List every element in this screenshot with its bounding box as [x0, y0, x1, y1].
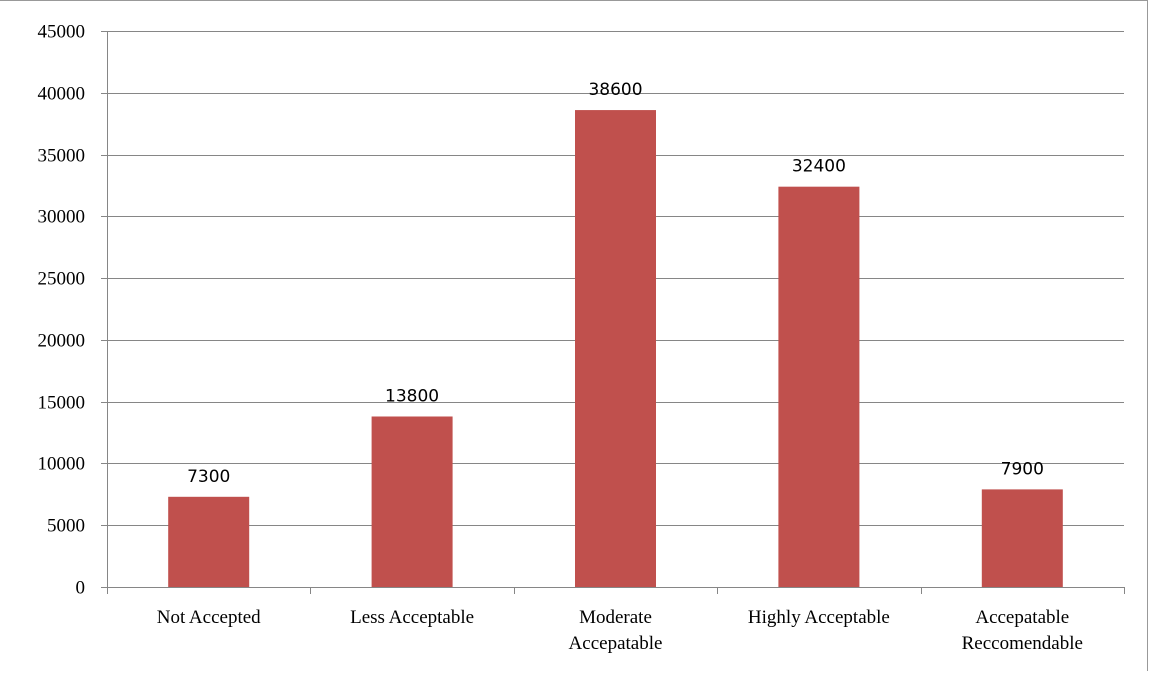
y-axis-ticks: 0 5000 10000 15000 20000 25000 30000 35000 40000… — [38, 22, 107, 599]
y-tick-label: 10000 — [38, 454, 86, 475]
bar — [575, 110, 656, 587]
data-label: 13800 — [385, 386, 439, 406]
bar — [778, 186, 860, 587]
y-tick-label: 20000 — [38, 331, 86, 352]
x-tick-label: Accepatable — [569, 633, 663, 654]
bars — [168, 110, 1063, 587]
y-tick-label: 40000 — [38, 84, 86, 105]
x-tick-label: Reccomendable — [962, 633, 1083, 654]
bar — [981, 489, 1063, 587]
y-tick-label: 25000 — [38, 269, 86, 290]
x-tick-label: Accepatable — [975, 607, 1069, 628]
bar — [371, 416, 453, 587]
data-label: 38600 — [588, 80, 642, 100]
data-label: 7300 — [187, 467, 230, 487]
axes — [107, 31, 1125, 594]
bar — [168, 496, 250, 587]
x-tick-label: Highly Acceptable — [748, 607, 890, 628]
y-tick-label: 5000 — [47, 516, 85, 537]
y-tick-label: 0 — [76, 578, 86, 599]
x-tick-label: Moderate — [579, 607, 652, 628]
data-label: 32400 — [792, 157, 846, 177]
y-tick-label: 35000 — [38, 146, 86, 167]
data-label: 7900 — [1001, 459, 1044, 479]
y-tick-label: 15000 — [38, 393, 86, 414]
x-axis-labels: Not Accepted Less Acceptable Moderate Accep… — [157, 607, 1083, 654]
y-tick-label: 45000 — [38, 22, 86, 43]
x-tick-label: Not Accepted — [157, 607, 261, 628]
data-labels: 7300 13800 38600 32400 7900 — [187, 80, 1044, 487]
y-tick-label: 30000 — [38, 207, 86, 228]
x-tick-label: Less Acceptable — [350, 607, 474, 628]
